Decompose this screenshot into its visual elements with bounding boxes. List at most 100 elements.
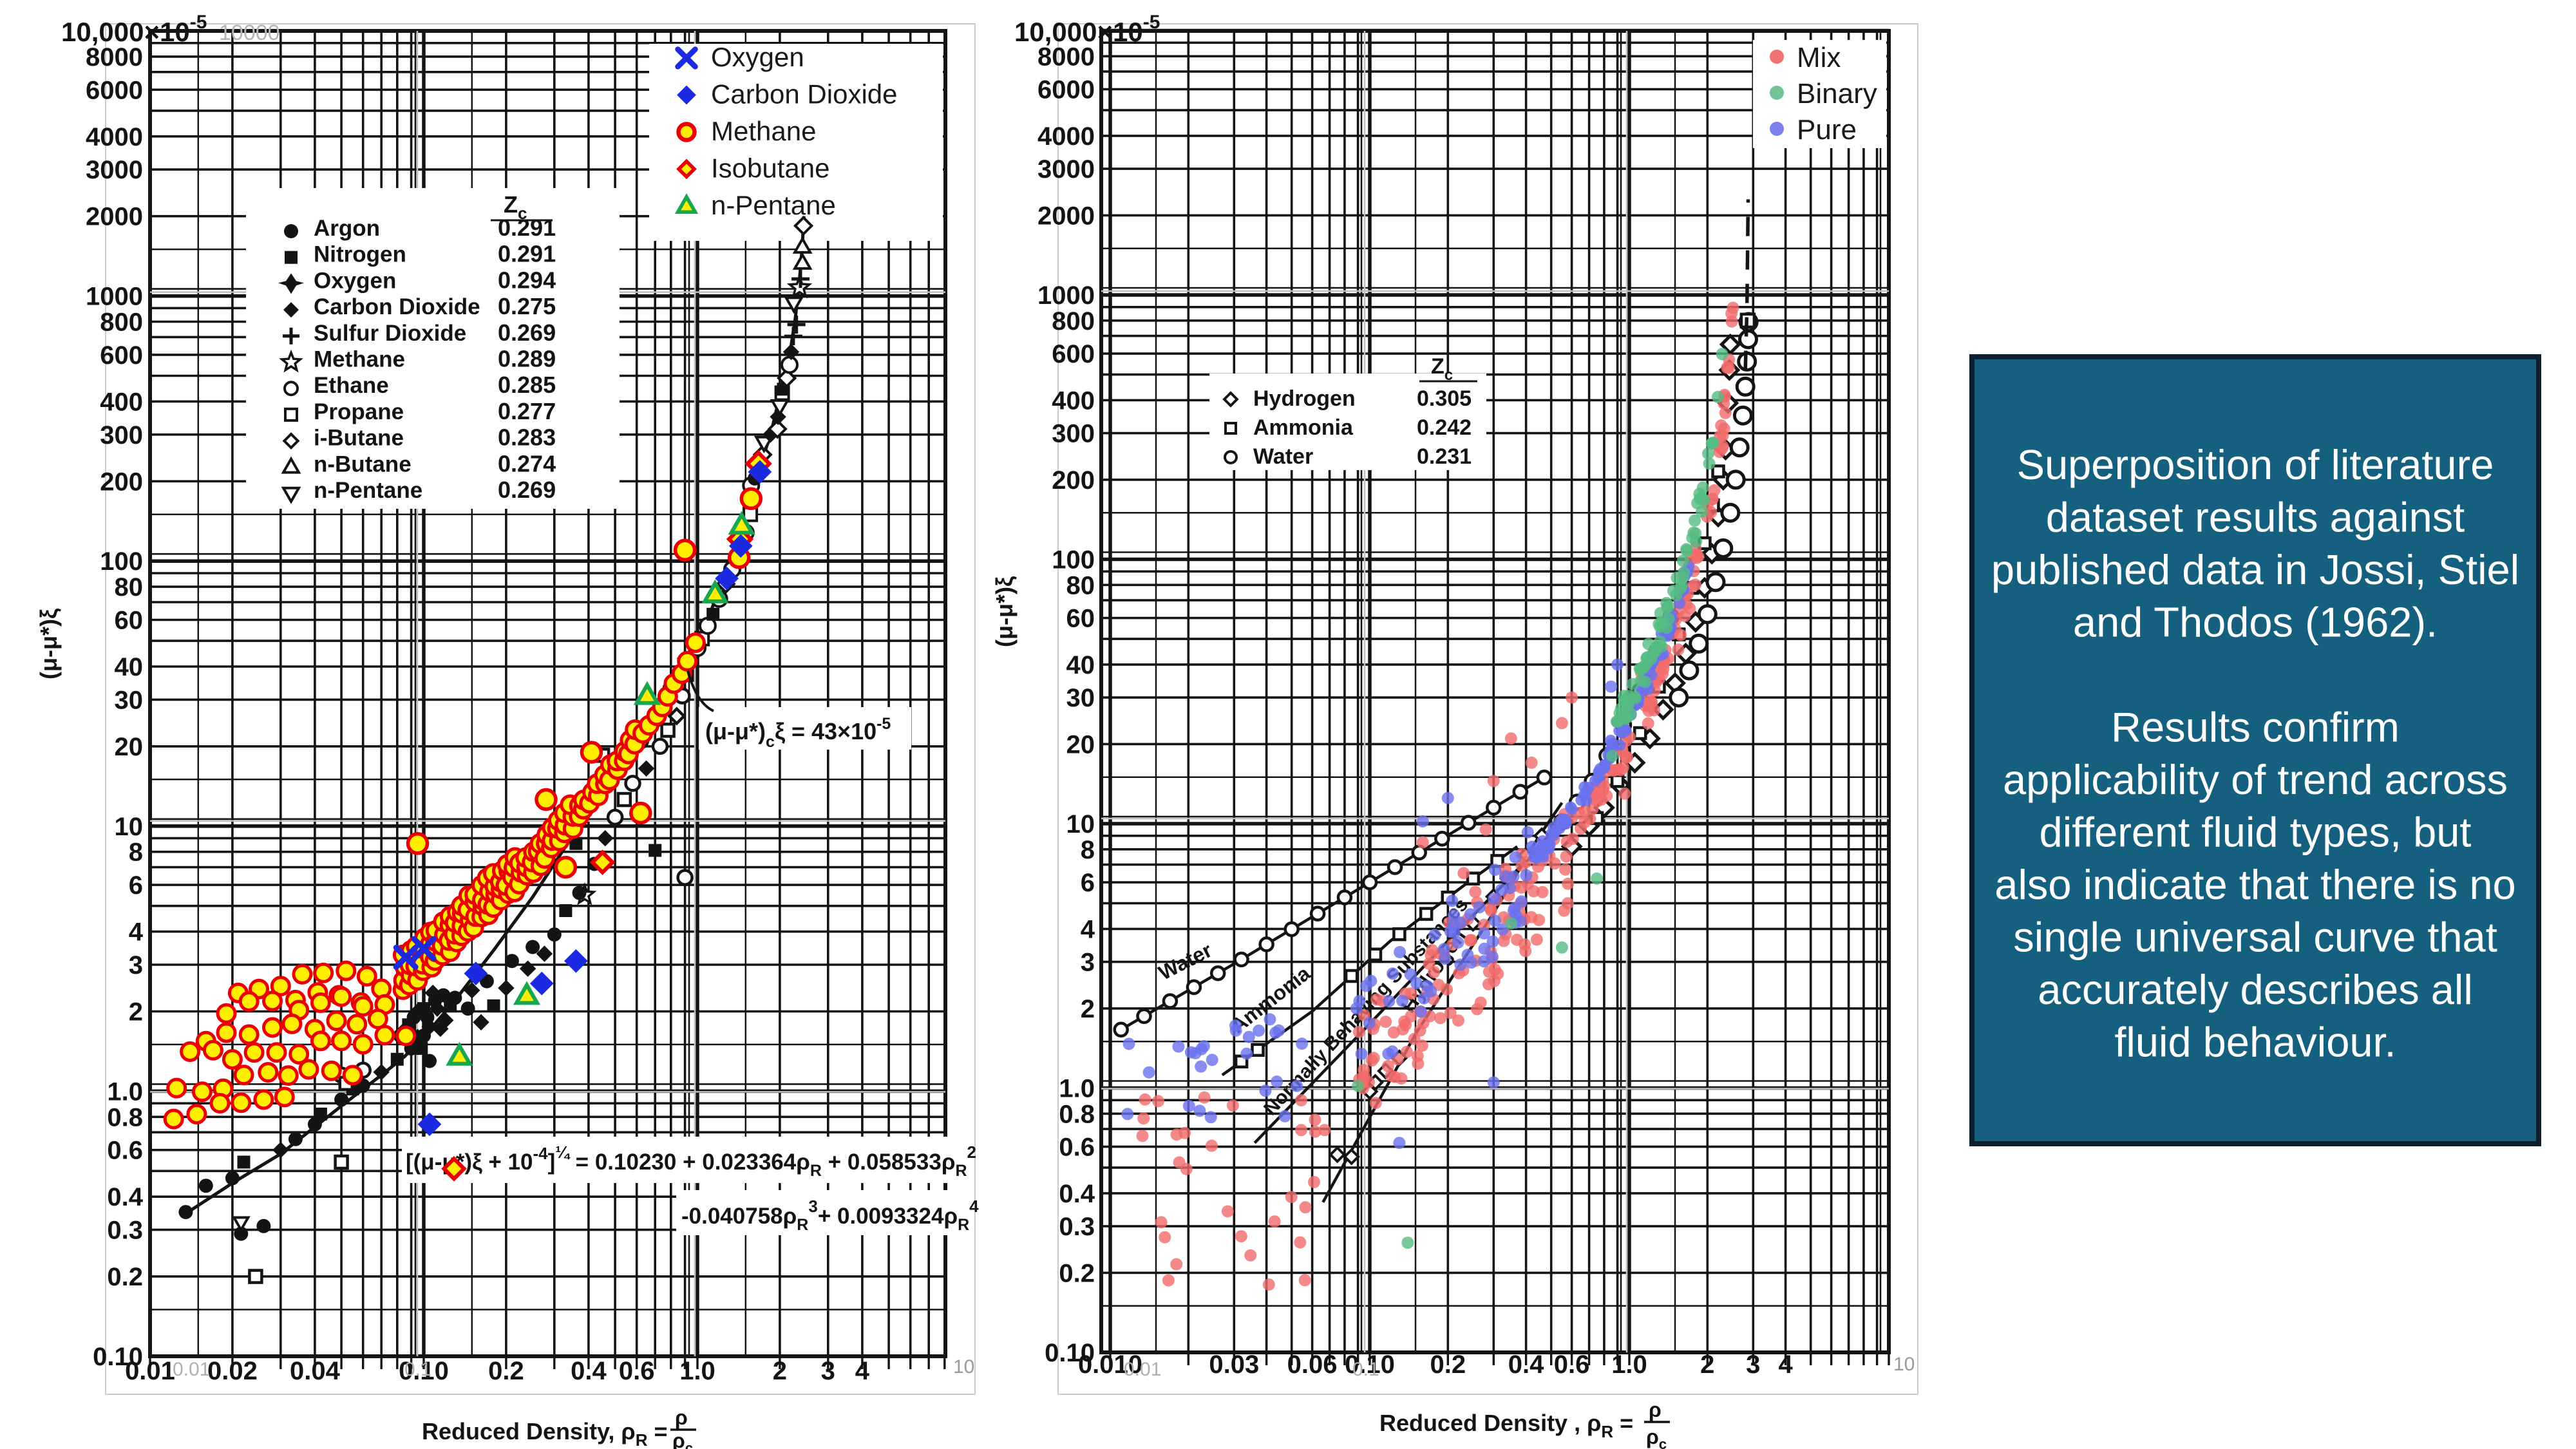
svg-text:200: 200 bbox=[100, 468, 143, 496]
svg-text:Ethane: Ethane bbox=[314, 373, 389, 398]
svg-text:0.2: 0.2 bbox=[1059, 1259, 1095, 1287]
svg-text:2: 2 bbox=[1700, 1350, 1714, 1379]
svg-text:0.4: 0.4 bbox=[1508, 1350, 1544, 1379]
svg-text:4: 4 bbox=[1778, 1350, 1793, 1379]
svg-text:0.2: 0.2 bbox=[107, 1263, 143, 1291]
svg-text:Propane: Propane bbox=[314, 399, 404, 424]
svg-text:100: 100 bbox=[1052, 546, 1095, 574]
svg-text:0.231: 0.231 bbox=[1417, 444, 1472, 469]
svg-text:0.274: 0.274 bbox=[498, 450, 556, 477]
svg-text:600: 600 bbox=[1052, 340, 1095, 368]
svg-text:and Thodos (1962).: and Thodos (1962). bbox=[2073, 599, 2438, 646]
svg-text:(μ-μ*)ξ: (μ-μ*)ξ bbox=[991, 576, 1018, 647]
svg-text:200: 200 bbox=[1052, 466, 1095, 495]
svg-text:80: 80 bbox=[115, 573, 144, 601]
svg-text:Isobutane: Isobutane bbox=[711, 153, 830, 184]
svg-text:2: 2 bbox=[129, 998, 143, 1027]
svg-text:fluid behaviour.: fluid behaviour. bbox=[2114, 1019, 2396, 1066]
svg-text:0.04: 0.04 bbox=[290, 1357, 341, 1385]
svg-text:published data in Jossi, Stiel: published data in Jossi, Stiel bbox=[1991, 546, 2519, 593]
svg-text:1000: 1000 bbox=[1037, 281, 1095, 310]
svg-text:2000: 2000 bbox=[1037, 202, 1095, 230]
svg-text:8000: 8000 bbox=[86, 43, 143, 71]
svg-text:800: 800 bbox=[100, 308, 143, 337]
svg-text:6000: 6000 bbox=[1037, 76, 1095, 104]
svg-text:Water: Water bbox=[1253, 444, 1313, 469]
svg-text:10,000×10-5: 10,000×10-5 bbox=[1014, 12, 1160, 47]
svg-text:n-Pentane: n-Pentane bbox=[711, 190, 836, 220]
svg-text:0.01: 0.01 bbox=[173, 1359, 210, 1380]
svg-text:1.0: 1.0 bbox=[107, 1077, 143, 1106]
svg-text:0.277: 0.277 bbox=[498, 398, 556, 424]
svg-text:3: 3 bbox=[1746, 1350, 1760, 1379]
svg-text:2000: 2000 bbox=[86, 203, 143, 231]
svg-text:0.01: 0.01 bbox=[125, 1357, 175, 1385]
svg-text:0.10: 0.10 bbox=[399, 1357, 449, 1385]
svg-text:Sulfur Dioxide: Sulfur Dioxide bbox=[314, 321, 466, 346]
svg-text:Hydrogen: Hydrogen bbox=[1253, 386, 1356, 411]
svg-text:0.2: 0.2 bbox=[1430, 1350, 1466, 1379]
svg-text:Reduced Density, ρR =: Reduced Density, ρR = bbox=[422, 1418, 668, 1449]
svg-text:10000: 10000 bbox=[219, 21, 280, 45]
svg-text:Carbon Dioxide: Carbon Dioxide bbox=[314, 294, 480, 319]
svg-text:0.305: 0.305 bbox=[1417, 386, 1472, 411]
svg-text:0.285: 0.285 bbox=[498, 372, 556, 398]
svg-text:0.6: 0.6 bbox=[619, 1357, 655, 1385]
svg-text:Oxygen: Oxygen bbox=[314, 268, 396, 293]
svg-text:Binary: Binary bbox=[1797, 78, 1877, 109]
svg-text:0.3: 0.3 bbox=[1059, 1213, 1095, 1241]
svg-text:0.02: 0.02 bbox=[207, 1357, 258, 1385]
svg-text:Mix: Mix bbox=[1797, 42, 1841, 73]
svg-text:also indicate that there is no: also indicate that there is no bbox=[1994, 861, 2515, 908]
svg-text:8: 8 bbox=[1081, 836, 1095, 864]
svg-text:0.4: 0.4 bbox=[571, 1357, 607, 1385]
svg-text:10: 10 bbox=[115, 813, 144, 841]
svg-text:0.269: 0.269 bbox=[498, 477, 556, 503]
svg-text:40: 40 bbox=[1066, 651, 1095, 679]
svg-text:Pure: Pure bbox=[1797, 114, 1857, 146]
svg-text:30: 30 bbox=[1066, 684, 1095, 712]
svg-text:100: 100 bbox=[100, 547, 143, 576]
svg-text:n-Pentane: n-Pentane bbox=[314, 478, 422, 503]
svg-text:8000: 8000 bbox=[1037, 43, 1095, 71]
svg-text:3000: 3000 bbox=[1037, 155, 1095, 184]
svg-text:0.291: 0.291 bbox=[498, 214, 556, 241]
svg-text:Methane: Methane bbox=[314, 347, 405, 372]
svg-text:Results confirm: Results confirm bbox=[2111, 704, 2400, 751]
svg-text:0.10: 0.10 bbox=[1045, 1339, 1095, 1367]
svg-text:dataset results against: dataset results against bbox=[2046, 494, 2465, 541]
svg-text:1.0: 1.0 bbox=[1611, 1350, 1647, 1379]
svg-text:10,000×10-5: 10,000×10-5 bbox=[61, 12, 207, 47]
svg-text:60: 60 bbox=[1066, 605, 1095, 633]
svg-text:0.275: 0.275 bbox=[498, 293, 556, 319]
svg-text:10: 10 bbox=[953, 1356, 974, 1378]
svg-text:0.8: 0.8 bbox=[107, 1103, 143, 1132]
svg-text:0.242: 0.242 bbox=[1417, 415, 1472, 440]
svg-text:0.03: 0.03 bbox=[1209, 1350, 1259, 1379]
svg-text:3: 3 bbox=[129, 951, 143, 980]
svg-text:0.283: 0.283 bbox=[498, 424, 556, 451]
svg-text:4000: 4000 bbox=[86, 123, 143, 151]
svg-text:0.06: 0.06 bbox=[1287, 1350, 1338, 1379]
svg-text:applicability of trend across: applicability of trend across bbox=[2003, 756, 2508, 803]
svg-text:0.6: 0.6 bbox=[1554, 1350, 1590, 1379]
svg-text:(μ-μ*)ξ: (μ-μ*)ξ bbox=[35, 608, 62, 679]
svg-text:0.10: 0.10 bbox=[93, 1343, 143, 1371]
svg-text:20: 20 bbox=[115, 733, 144, 761]
svg-text:single universal curve that: single universal curve that bbox=[2013, 914, 2497, 961]
svg-text:6: 6 bbox=[129, 871, 143, 900]
svg-text:Argon: Argon bbox=[314, 216, 380, 241]
svg-text:6: 6 bbox=[1081, 869, 1095, 897]
svg-text:0.294: 0.294 bbox=[498, 267, 556, 293]
svg-text:0.291: 0.291 bbox=[498, 241, 556, 267]
svg-text:Carbon Dioxide: Carbon Dioxide bbox=[711, 79, 898, 109]
svg-text:600: 600 bbox=[100, 341, 143, 370]
svg-text:0.269: 0.269 bbox=[498, 319, 556, 346]
svg-text:0.6: 0.6 bbox=[1059, 1133, 1095, 1162]
svg-text:10: 10 bbox=[1893, 1354, 1915, 1375]
svg-text:300: 300 bbox=[1052, 420, 1095, 448]
svg-text:different fluid types, but: different fluid types, but bbox=[2040, 809, 2472, 856]
svg-text:400: 400 bbox=[100, 388, 143, 416]
svg-text:300: 300 bbox=[100, 421, 143, 450]
svg-text:Nitrogen: Nitrogen bbox=[314, 242, 406, 267]
